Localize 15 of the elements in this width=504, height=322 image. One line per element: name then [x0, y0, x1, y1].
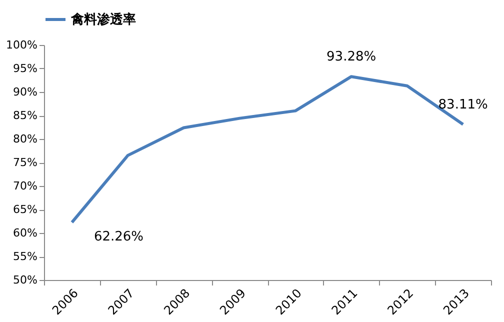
y-tick-label: 85% — [13, 109, 38, 122]
y-tick-label: 80% — [13, 132, 38, 146]
y-tick-label: 100% — [6, 38, 38, 52]
y-tick-label: 50% — [13, 274, 38, 286]
y-tick-label: 95% — [13, 62, 38, 75]
y-tick-label: 75% — [13, 156, 38, 169]
y-tick-label: 65% — [13, 203, 38, 216]
annotation: 83.11% — [438, 97, 488, 112]
y-tick-label: 70% — [13, 180, 38, 192]
annotation: 93.28% — [326, 50, 376, 65]
y-tick-label: 55% — [13, 250, 38, 263]
y-tick-label: 90% — [13, 86, 38, 98]
annotation: 62.26% — [94, 229, 144, 244]
legend-label: 禽料渗透率 — [70, 12, 136, 28]
y-tick-label: 60% — [13, 226, 38, 240]
